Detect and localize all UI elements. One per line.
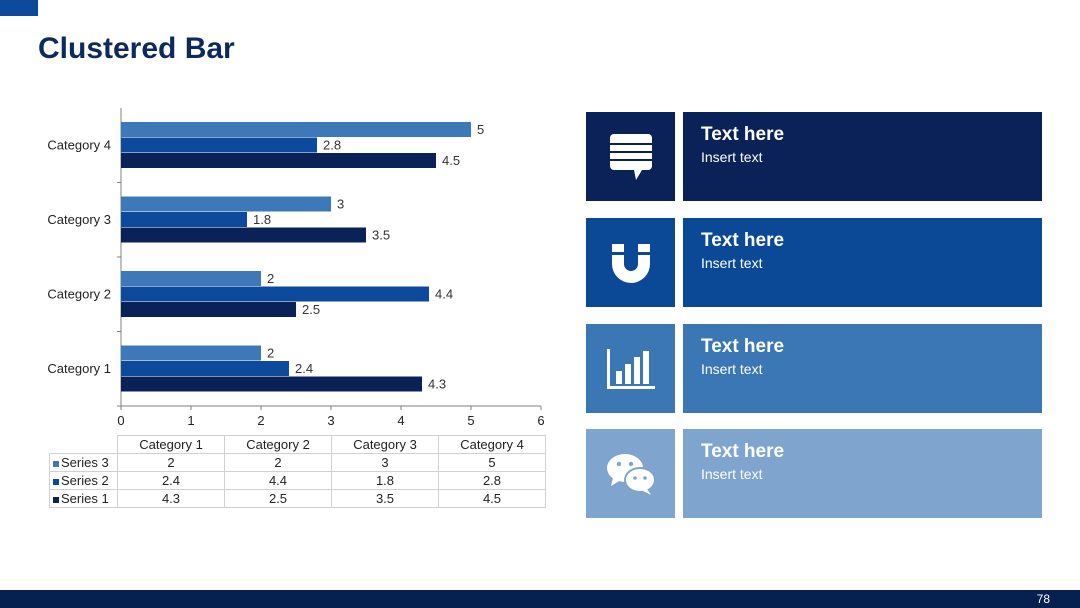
x-tick-label: 3 [327, 413, 334, 428]
top-accent-bar [0, 0, 38, 16]
data-label: 4.3 [428, 376, 446, 391]
x-tick-label: 4 [397, 413, 404, 428]
table-cell: 4.4 [224, 471, 332, 490]
data-label: 3 [337, 196, 344, 211]
chart-data-table: Category 1 Category 2 Category 3 Categor… [49, 435, 546, 508]
card-icon-box [586, 429, 675, 518]
table-row: Series 1 4.3 2.5 3.5 4.5 [49, 489, 546, 508]
data-label: 2 [267, 345, 274, 360]
y-category-label: Category 2 [47, 286, 111, 301]
card-text-box: Text here Insert text [683, 429, 1042, 518]
table-row: Series 3 2 2 3 5 [49, 453, 546, 472]
data-label: 2.8 [323, 137, 341, 152]
bar-chart-icon [606, 348, 655, 389]
table-row-header: Series 1 [49, 489, 118, 508]
table-row-label: Series 2 [61, 473, 109, 488]
x-tick-label: 2 [257, 413, 264, 428]
data-label: 2 [267, 271, 274, 286]
y-category-label: Category 1 [47, 361, 111, 376]
data-label: 3.5 [372, 227, 390, 242]
card-text-box: Text here Insert text [683, 324, 1042, 413]
table-header-cell: Category 2 [224, 435, 332, 454]
data-label: 5 [477, 122, 484, 137]
table-header-cell: Category 3 [331, 435, 439, 454]
card-icon-box [586, 324, 675, 413]
card-text: Insert text [701, 149, 763, 165]
card-text-box: Text here Insert text [683, 112, 1042, 201]
legend-key-series2 [53, 478, 59, 485]
bar-series1 [121, 227, 366, 243]
y-category-label: Category 4 [47, 137, 111, 152]
bar-series3 [121, 122, 471, 137]
bar-series1 [121, 302, 296, 317]
data-label: 1.8 [253, 212, 271, 227]
table-cell: 5 [438, 453, 546, 472]
bar-series2 [121, 361, 289, 376]
magnet-icon [611, 243, 650, 283]
chat-list-icon [609, 133, 652, 180]
bar-series2 [121, 137, 317, 153]
table-cell: 2 [224, 453, 332, 472]
card-text: Insert text [701, 255, 763, 271]
x-tick-label: 0 [117, 413, 124, 428]
bar-series1 [121, 153, 436, 168]
table-cell: 2 [117, 453, 225, 472]
table-header-cell: Category 1 [117, 435, 225, 454]
table-header-cell: Category 4 [438, 435, 546, 454]
data-label: 4.5 [442, 153, 460, 168]
x-tick-label: 1 [187, 413, 194, 428]
clustered-bar-chart: 0 1 2 3 4 5 6 Category 1 2 2.4 4.3 Category 2 2 4.4 2.… [47, 108, 545, 428]
table-header-row: Category 1 Category 2 Category 3 Categor… [50, 435, 546, 454]
card-title: Text here [701, 441, 785, 462]
table-corner [50, 436, 118, 454]
table-row-header: Series 3 [49, 453, 118, 472]
x-tick-label: 5 [467, 413, 474, 428]
card-title: Text here [701, 124, 785, 145]
table-row-label: Series 3 [61, 455, 109, 470]
bar-series1 [121, 376, 422, 392]
footer-bar: 78 [0, 590, 1080, 608]
slide-title: Clustered Bar [38, 32, 235, 65]
data-label: 2.5 [302, 302, 320, 317]
y-category-label: Category 3 [47, 212, 111, 227]
page-number: 78 [1036, 592, 1050, 606]
card-icon-box [586, 112, 675, 201]
legend-key-series3 [53, 460, 59, 467]
table-cell: 4.5 [438, 489, 546, 508]
bar-series3 [121, 345, 261, 361]
wechat-icon [606, 453, 656, 495]
data-label: 4.4 [435, 286, 453, 301]
legend-key-series1 [53, 496, 59, 503]
card-icon-box [586, 218, 675, 307]
card-text-box: Text here Insert text [683, 218, 1042, 307]
x-tick-label: 6 [537, 413, 544, 428]
table-cell: 2.5 [224, 489, 332, 508]
table-cell: 2.8 [438, 471, 546, 490]
data-label: 2.4 [295, 361, 313, 376]
bar-series2 [121, 212, 247, 227]
table-cell: 2.4 [117, 471, 225, 490]
table-row-header: Series 2 [49, 471, 118, 490]
table-row: Series 2 2.4 4.4 1.8 2.8 [49, 471, 546, 490]
table-cell: 3 [331, 453, 439, 472]
card-title: Text here [701, 230, 785, 251]
table-cell: 3.5 [331, 489, 439, 508]
table-row-label: Series 1 [61, 491, 109, 506]
card-title: Text here [701, 336, 785, 357]
table-cell: 1.8 [331, 471, 439, 490]
card-text: Insert text [701, 361, 763, 377]
card-text: Insert text [701, 466, 763, 482]
bar-series3 [121, 271, 261, 286]
table-cell: 4.3 [117, 489, 225, 508]
bar-series3 [121, 196, 331, 212]
bar-series2 [121, 286, 429, 302]
